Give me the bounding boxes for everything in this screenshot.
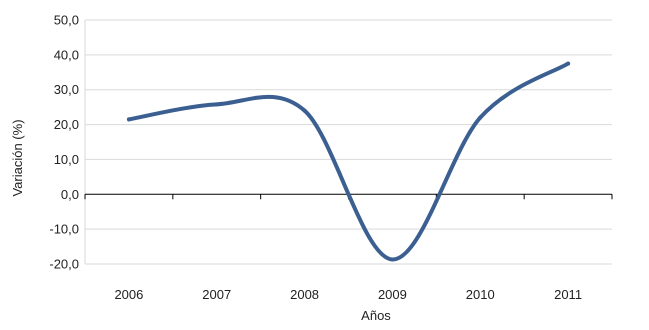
y-axis-title: Variación (%)	[10, 119, 25, 196]
x-tick-label: 2006	[114, 287, 143, 302]
y-tick-label: 30,0	[54, 82, 79, 97]
data-point	[478, 115, 483, 120]
data-point	[390, 257, 395, 262]
data-point	[302, 108, 307, 113]
y-tick-label: 50,0	[54, 13, 79, 28]
x-axis-title: Años	[361, 308, 391, 323]
x-tick-label: 2008	[290, 287, 319, 302]
x-tick-label: 2007	[202, 287, 231, 302]
y-tick-label: -10,0	[49, 222, 79, 237]
axes	[84, 20, 613, 264]
y-tick-label: 0,0	[61, 187, 79, 202]
x-tick-label: 2009	[378, 287, 407, 302]
data-point	[126, 117, 131, 122]
data-point	[214, 102, 219, 107]
series-line	[126, 61, 571, 262]
series-layer	[126, 61, 571, 262]
gridlines	[85, 19, 612, 265]
y-tick-label: -20,0	[49, 257, 79, 272]
tick-labels: -20,0 -10,0 0,0 10,0 20,0 30,0 40,0 50,0 2006 200…	[49, 13, 582, 303]
x-tick-label: 2011	[554, 287, 582, 302]
y-tick-label: 40,0	[54, 47, 79, 62]
data-point	[566, 61, 571, 66]
x-tick-label: 2010	[466, 287, 495, 302]
y-tick-label: 20,0	[54, 117, 79, 132]
y-tick-label: 10,0	[54, 152, 79, 167]
